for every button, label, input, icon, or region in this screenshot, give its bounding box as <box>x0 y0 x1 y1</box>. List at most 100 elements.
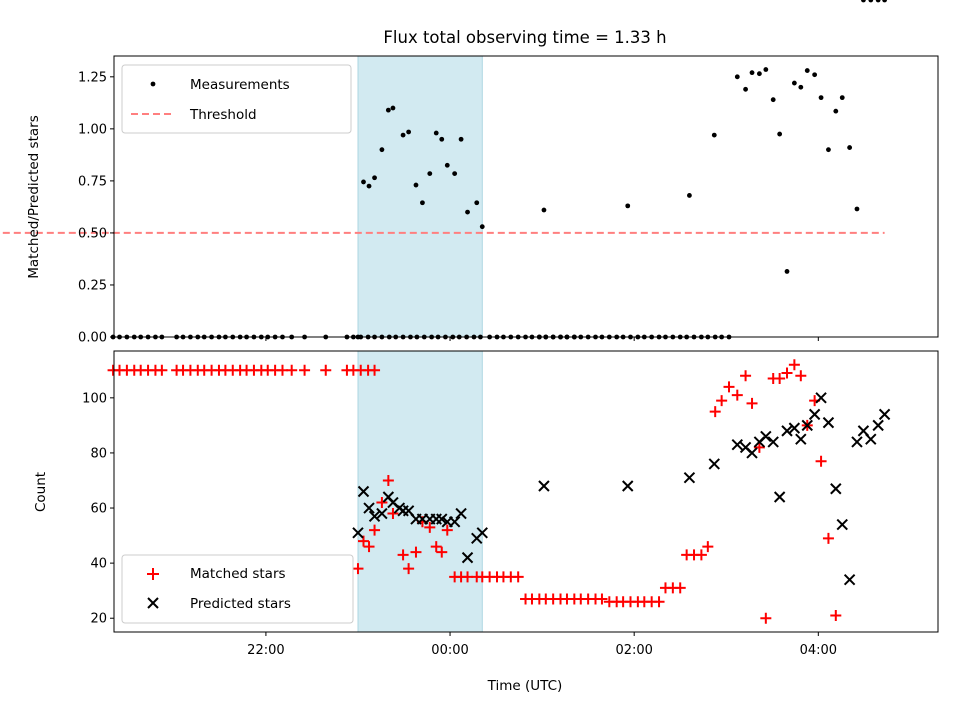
predicted-stars-point-4 <box>376 507 388 520</box>
xtick-label-2: 22:00 <box>247 643 284 658</box>
measurements-point-137 <box>433 130 439 136</box>
matched-stars-point-68 <box>369 364 381 376</box>
measurements-point-135 <box>420 200 425 206</box>
measurements-point-149 <box>734 74 740 80</box>
matched-stars-point-76 <box>397 549 409 561</box>
matched-stars-point-72 <box>369 524 381 536</box>
matched-stars-point-125 <box>740 370 752 382</box>
matched-stars-point-138 <box>830 609 842 621</box>
measurements-point-154 <box>770 97 776 103</box>
predicted-stars-point-23 <box>683 472 696 484</box>
matched-stars-point-116 <box>674 582 686 594</box>
top-panel: 0.00 0.25 0.50 0.75 1.00 1.25 Matched/Predict… <box>0 0 939 346</box>
matched-stars-point-136 <box>815 455 827 467</box>
matched-stars-point-70 <box>358 535 370 547</box>
measurements-point-141 <box>458 136 464 142</box>
matched-stars-point-130 <box>774 373 786 385</box>
matched-stars-point-137 <box>822 532 834 544</box>
measurements-point-157 <box>791 80 797 86</box>
measurements-point-148 <box>711 132 717 138</box>
measurements-point-161 <box>818 95 824 101</box>
p1-ytick-label-2: 60 <box>90 502 107 517</box>
measurements-point-131 <box>390 105 396 111</box>
chart-title: Flux total observing time = 1.33 h <box>383 28 666 47</box>
predicted-stars-point-1 <box>357 485 370 498</box>
predicted-stars-point-30 <box>767 436 779 448</box>
legend-threshold-label: Threshold <box>189 107 257 123</box>
p1-ytick-label-1: 40 <box>90 557 107 572</box>
measurements-point-132 <box>400 132 406 138</box>
matched-stars-point-71 <box>363 541 375 553</box>
measurements-point-146 <box>625 203 631 209</box>
measurements-point-164 <box>839 95 845 101</box>
top-panel-shaded-region <box>357 55 483 338</box>
predicted-stars-point-27 <box>746 447 758 459</box>
measurements-point-129 <box>379 147 385 153</box>
matched-stars-point-44 <box>156 364 168 376</box>
predicted-stars-point-33 <box>788 422 801 434</box>
predicted-stars-point-29 <box>760 430 772 443</box>
matched-stars-point-123 <box>723 381 735 393</box>
matched-stars-point-105 <box>596 593 608 605</box>
matched-stars-point-124 <box>731 389 743 401</box>
measurements-point-168 <box>868 0 874 3</box>
predicted-stars-point-34 <box>795 433 807 445</box>
p1-ytick-label-0: 20 <box>90 612 107 627</box>
x-axis-label: Time (UTC) <box>487 678 563 694</box>
matched-stars-point-60 <box>276 364 288 376</box>
matched-stars-point-126 <box>746 397 758 409</box>
measurements-point-159 <box>804 68 810 73</box>
measurements-point-158 <box>798 84 804 90</box>
matched-stars-point-74 <box>382 474 394 486</box>
measurements-point-150 <box>743 86 748 92</box>
measurements-point-153 <box>763 67 769 72</box>
predicted-stars-point-3 <box>368 510 381 523</box>
predicted-stars-point-0 <box>352 527 364 539</box>
matched-stars-point-131 <box>781 367 793 379</box>
predicted-stars-point-14 <box>436 513 448 525</box>
matched-stars-point-127 <box>753 441 765 453</box>
measurements-point-140 <box>452 171 458 177</box>
predicted-stars-point-17 <box>455 507 467 520</box>
measurements-point-138 <box>439 136 445 142</box>
legend-matched-marker <box>147 568 159 580</box>
top-panel-legend: Measurements Threshold <box>121 64 352 134</box>
measurements-point-169 <box>875 0 881 3</box>
measurements-point-143 <box>474 200 480 206</box>
matched-stars-point-121 <box>709 406 721 418</box>
predicted-stars-point-44 <box>865 433 877 445</box>
measurements-point-128 <box>372 175 377 181</box>
predicted-stars-point-20 <box>476 527 488 539</box>
matched-stars-point-73 <box>376 497 388 509</box>
matched-stars-point-81 <box>430 541 442 553</box>
matched-stars-point-62 <box>299 364 311 376</box>
p0-ytick-label-1: 0.25 <box>78 278 107 293</box>
measurements-point-166 <box>854 206 860 212</box>
bottom-panel: 20 40 60 80 100 22:00 00:00 02:00 04:00 Count T… <box>33 351 939 694</box>
predicted-stars-point-2 <box>363 502 375 514</box>
p0-ytick-label-2: 0.50 <box>78 226 107 241</box>
matched-stars-point-86 <box>462 571 474 583</box>
predicted-stars-point-39 <box>830 483 842 495</box>
predicted-stars-point-37 <box>815 392 827 404</box>
predicted-stars-point-32 <box>781 425 793 437</box>
measurements-point-142 <box>465 209 470 215</box>
top-panel-ylabel: Matched/Predicted stars <box>26 115 42 278</box>
measurements-point-126 <box>361 179 366 185</box>
matched-stars-point-80 <box>424 521 436 533</box>
predicted-stars-point-18 <box>461 551 474 564</box>
matched-stars-point-77 <box>403 563 415 575</box>
p1-ytick-label-4: 100 <box>82 391 107 406</box>
matched-stars-point-82 <box>436 546 448 558</box>
measurements-point-144 <box>479 224 485 230</box>
measurements-point-145 <box>541 207 547 213</box>
measurements-point-136 <box>427 171 433 177</box>
predicted-stars-point-25 <box>731 438 744 451</box>
matched-stars-point-83 <box>441 524 453 536</box>
matched-stars-point-133 <box>795 370 807 382</box>
predicted-stars-point-21 <box>538 480 550 492</box>
xtick-label-3: 00:00 <box>431 643 468 658</box>
xtick-label-5: 04:00 <box>800 643 837 658</box>
predicted-stars-point-45 <box>872 419 884 432</box>
predicted-stars-point-22 <box>622 480 634 492</box>
